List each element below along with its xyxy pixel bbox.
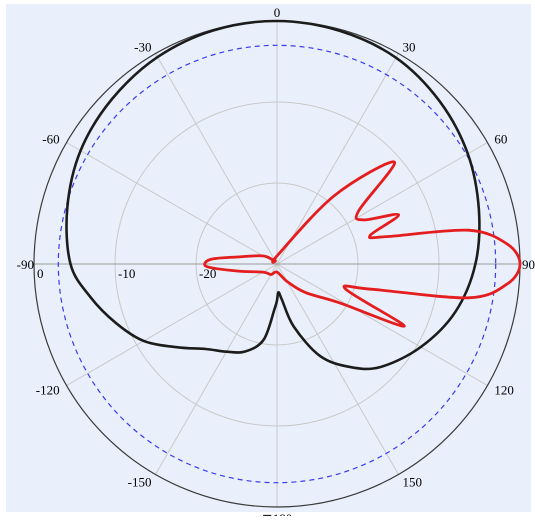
reference-ring xyxy=(57,44,497,484)
tick-labels: 0 30 60 90 120 150 ∓180 -150 -120 -90 -60 -30 -20 -10… xyxy=(17,5,535,521)
series-group xyxy=(65,19,522,371)
angle-tick-label: 30 xyxy=(403,40,416,55)
angle-tick-label: -150 xyxy=(128,474,152,489)
angle-tick-label: -60 xyxy=(42,132,59,147)
angle-tick-label: 90 xyxy=(522,257,535,272)
series-1-curve xyxy=(203,160,522,328)
radial-tick-label: -10 xyxy=(118,266,135,281)
angle-tick-label: 150 xyxy=(403,474,423,489)
series-0-curve xyxy=(65,19,481,371)
angle-tick-label: -30 xyxy=(134,40,151,55)
angle-tick-label: -120 xyxy=(36,383,60,398)
angle-tick-label: -90 xyxy=(17,257,34,272)
angle-tick-label: 0 xyxy=(274,5,281,20)
angle-tick-label: 120 xyxy=(494,383,514,398)
radial-tick-label: 0 xyxy=(37,266,44,281)
angle-tick-label: 60 xyxy=(494,132,507,147)
angle-tick-label: ∓180 xyxy=(262,511,292,516)
radial-tick-label: -20 xyxy=(199,266,216,281)
